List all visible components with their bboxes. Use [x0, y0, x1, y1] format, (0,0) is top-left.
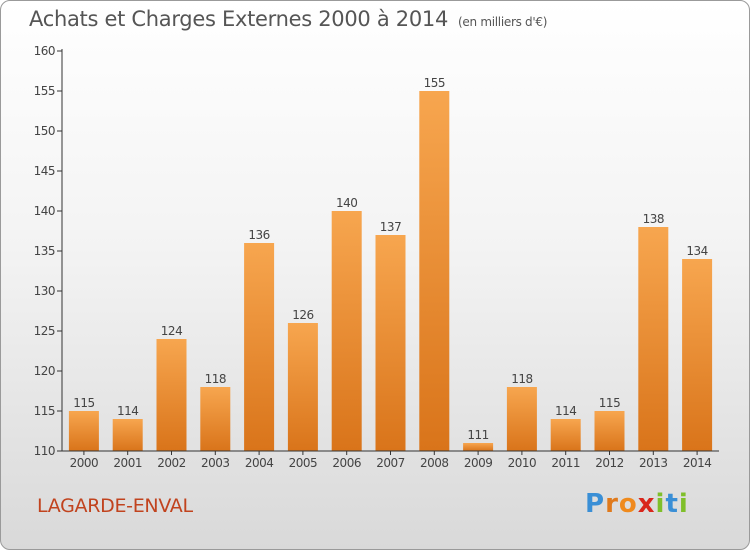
x-tick-label: 2006 [332, 456, 361, 470]
bar-2002 [156, 339, 187, 451]
y-tick-label: 145 [34, 164, 55, 178]
y-tick-label: 150 [34, 124, 55, 138]
bar-2001 [112, 419, 143, 451]
data-label: 136 [248, 228, 269, 242]
bar-2003 [200, 387, 231, 451]
y-tick-label: 115 [34, 404, 55, 418]
bar-2013 [638, 227, 669, 451]
data-label: 115 [599, 396, 620, 410]
x-tick-label: 2011 [551, 456, 580, 470]
x-tick-label: 2003 [201, 456, 230, 470]
y-tick-label: 120 [34, 364, 55, 378]
logo-letter: o [618, 489, 638, 519]
y-tick-label: 125 [34, 324, 55, 338]
commune-name: LAGARDE-ENVAL [37, 495, 193, 517]
logo-letter: x [637, 489, 656, 519]
bars: 115 114 124 118 136 126 140 137 155 111 118 114 115 1… [68, 76, 713, 451]
y-tick-label: 135 [34, 244, 55, 258]
x-tick-label: 2013 [639, 456, 668, 470]
y-axis: 110 115 120 125 130 135 140 145 150 155 160 [34, 44, 63, 458]
x-tick-label: 2012 [595, 456, 624, 470]
x-tick-label: 2001 [113, 456, 142, 470]
data-label: 126 [292, 308, 313, 322]
x-tick-label: 2008 [420, 456, 449, 470]
data-label: 118 [205, 372, 226, 386]
x-tick-label: 2005 [289, 456, 318, 470]
x-axis: 2000 2001 2002 2003 2004 2005 2006 2007 2008 2009… [62, 450, 719, 470]
x-tick-label: 2007 [376, 456, 405, 470]
x-tick-label: 2000 [70, 456, 99, 470]
data-label: 114 [555, 404, 576, 418]
y-tick-label: 140 [34, 204, 55, 218]
x-tick-label: 2009 [464, 456, 493, 470]
data-label: 111 [467, 428, 488, 442]
logo-letter: t [665, 489, 679, 519]
data-label: 140 [336, 196, 357, 210]
bar-2014 [682, 259, 713, 451]
logo-letter: i [655, 489, 666, 519]
data-label: 137 [380, 220, 401, 234]
bar-2000 [68, 411, 99, 451]
proxiti-logo[interactable]: Proxiti [585, 489, 689, 519]
bar-2008 [419, 91, 450, 451]
chart-title-text: Achats et Charges Externes 2000 à 2014 [29, 7, 449, 31]
logo-letter: i [678, 489, 689, 519]
bar-2012 [594, 411, 625, 451]
logo-letter: r [605, 489, 619, 519]
x-tick-label: 2014 [683, 456, 712, 470]
bar-2011 [550, 419, 581, 451]
data-label: 155 [424, 76, 445, 90]
data-label: 118 [511, 372, 532, 386]
logo-letter: P [585, 489, 606, 519]
bar-2004 [244, 243, 275, 451]
data-label: 115 [73, 396, 94, 410]
data-label: 138 [643, 212, 664, 226]
unit-label: (en milliers d'€) [458, 15, 548, 29]
x-tick-label: 2002 [157, 456, 186, 470]
data-label: 134 [686, 244, 707, 258]
bar-2010 [506, 387, 537, 451]
y-tick-label: 130 [34, 284, 55, 298]
bar-2009 [463, 443, 494, 451]
bar-2006 [331, 211, 362, 451]
y-tick-label: 160 [34, 44, 55, 58]
bar-2005 [287, 323, 318, 451]
data-label: 124 [161, 324, 182, 338]
x-tick-label: 2004 [245, 456, 274, 470]
bar-2007 [375, 235, 406, 451]
y-tick-label: 110 [34, 444, 55, 458]
y-tick-label: 155 [34, 84, 55, 98]
data-label: 114 [117, 404, 138, 418]
chart-title: Achats et Charges Externes 2000 à 2014 (e… [29, 7, 547, 31]
x-tick-label: 2010 [508, 456, 537, 470]
